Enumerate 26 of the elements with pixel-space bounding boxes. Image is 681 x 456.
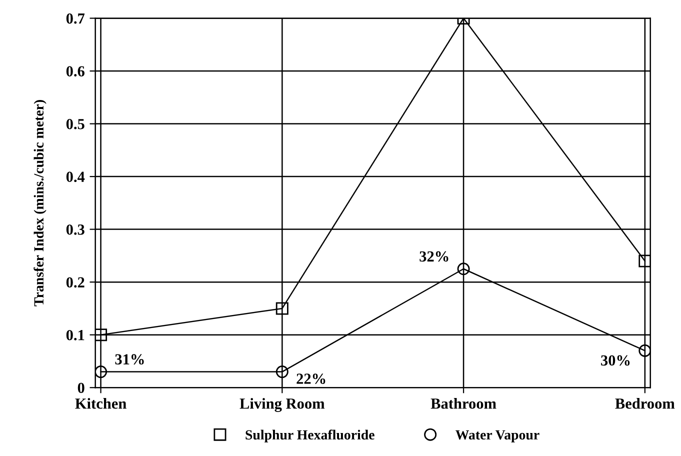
y-tick-label: 0.1 [66, 330, 84, 340]
point [457, 262, 470, 276]
annotation: 22% [296, 374, 326, 384]
point [276, 302, 288, 315]
point [95, 328, 108, 342]
point [95, 366, 108, 378]
x-tick-label: Bathroom [430, 398, 496, 409]
y-tick-label: 0.2 [66, 277, 84, 288]
point [638, 344, 650, 357]
annotation: 32% [420, 251, 448, 262]
y-axis-title: Transfer Index (mins./cubic meter) [34, 100, 46, 306]
point [638, 254, 650, 268]
annotation: 31% [115, 354, 144, 365]
legend-label: Water Vapour [456, 430, 540, 442]
x-tick-label: Living Room [240, 398, 325, 412]
x-tick-label: Bedroom [615, 398, 675, 409]
y-tick-label: 0.3 [66, 224, 84, 235]
point [276, 366, 288, 378]
y-tick-label: 0.4 [66, 172, 85, 182]
annotation: 30% [601, 355, 630, 366]
legend-label: Sulphur Hexafluoride [246, 430, 374, 442]
y-tick-label: 0.7 [66, 13, 85, 24]
y-tick-label: 0.5 [66, 118, 84, 130]
y-tick-label: 0.6 [66, 66, 84, 77]
x-tick-label: Kitchen [75, 398, 126, 409]
y-tick-label: 0 [78, 382, 84, 394]
